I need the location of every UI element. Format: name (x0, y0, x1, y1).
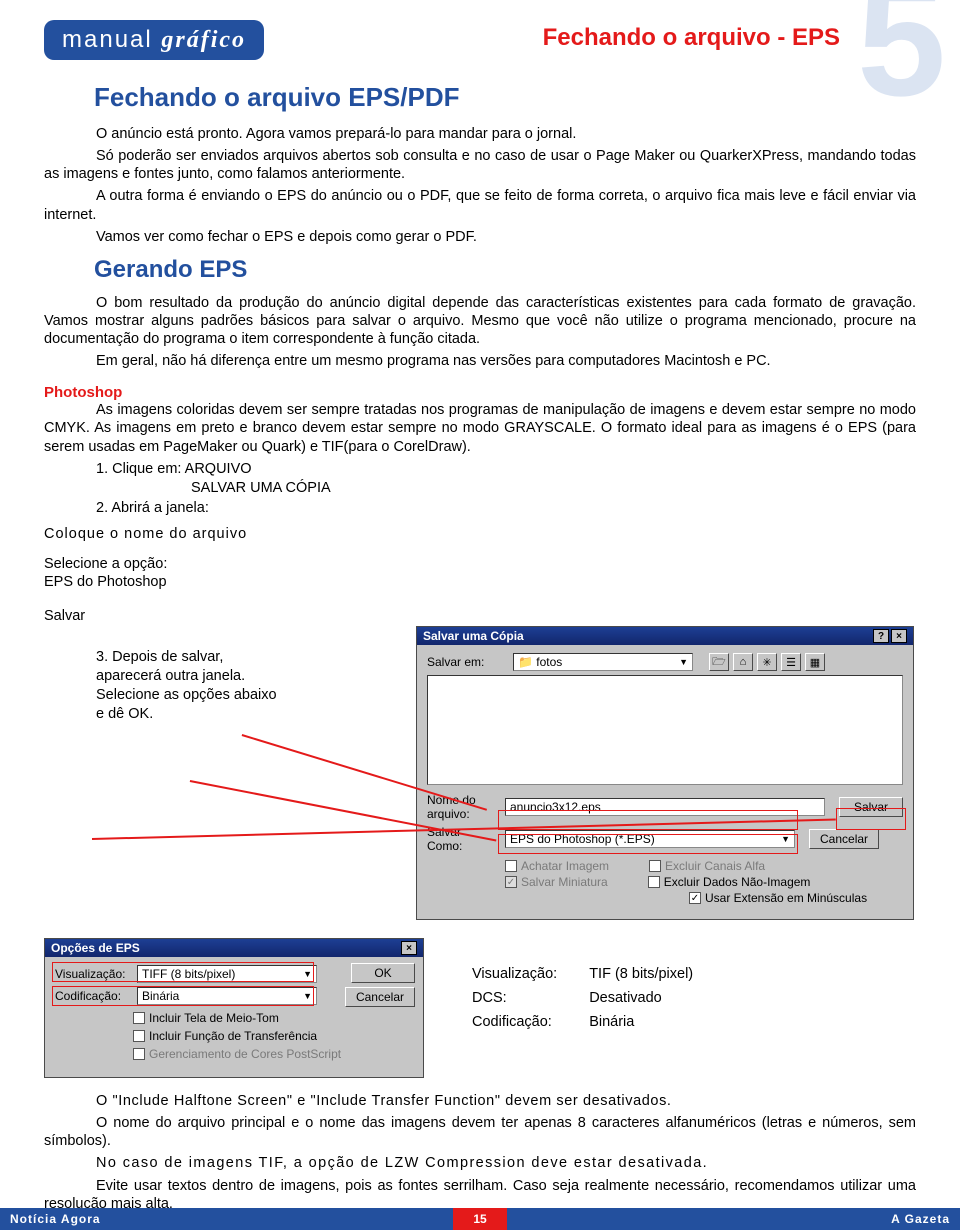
desktop-icon[interactable]: ⌂ (733, 653, 753, 671)
intro-p1: O anúncio está pronto. Agora vamos prepa… (44, 125, 916, 143)
up-folder-icon[interactable]: 🗁 (709, 653, 729, 671)
brand-part1: manual (62, 26, 153, 53)
intro-p4: Vamos ver como fechar o EPS e depois com… (44, 228, 916, 246)
chk-canais: Excluir Canais Alfa (649, 859, 765, 873)
sum-r3b: Binária (589, 1012, 723, 1034)
callout-opcao1: Selecione a opção: (44, 556, 916, 572)
vis-select[interactable]: TIFF (8 bits/pixel)▼ (137, 965, 317, 983)
summary-table: Visualização:TIF (8 bits/pixel) DCS:Desa… (470, 962, 725, 1035)
dialog2-title: Opções de EPS (51, 941, 140, 955)
filename-input[interactable] (505, 798, 825, 816)
cancel-button-2[interactable]: Cancelar (345, 987, 415, 1007)
callout-nome: Coloque o nome do arquivo (44, 526, 916, 542)
footer-right: A Gazeta (507, 1208, 960, 1230)
sum-r2a: DCS: (472, 988, 587, 1010)
gerando-p2: Em geral, não há diferença entre um mesm… (44, 352, 916, 370)
eps-options-dialog: Opções de EPS × Visualização: TIFF (8 bi… (44, 938, 424, 1078)
intro-p2: Só poderão ser enviados arquivos abertos… (44, 147, 916, 183)
lbl-salvar-em: Salvar em: (427, 655, 507, 669)
ok-button[interactable]: OK (351, 963, 415, 983)
close-p2: O nome do arquivo principal e o nome das… (44, 1114, 916, 1150)
top-title: Fechando o arquivo - EPS (543, 24, 840, 52)
brand-part2: gráfico (161, 27, 246, 53)
dialog1-title: Salvar uma Cópia (423, 629, 524, 643)
cancel-button[interactable]: Cancelar (809, 829, 879, 849)
brand-badge: manual gráfico (44, 20, 264, 60)
chk-meio-tom[interactable]: Incluir Tela de Meio-Tom (133, 1011, 413, 1025)
cod-select[interactable]: Binária▼ (137, 987, 317, 1005)
save-copy-dialog: Salvar uma Cópia ? × Salvar em: 📁 fotos … (416, 626, 914, 920)
sum-r1b: TIF (8 bits/pixel) (589, 964, 723, 986)
callout-salvar: Salvar (44, 608, 916, 624)
chk-achatar: Achatar Imagem (505, 859, 609, 873)
chk-dados[interactable]: Excluir Dados Não-Imagem (648, 875, 811, 889)
close-p3: No caso de imagens TIF, a opção de LZW C… (44, 1154, 916, 1172)
page-title: Fechando o arquivo EPS/PDF (94, 82, 916, 113)
new-folder-icon[interactable]: ✳ (757, 653, 777, 671)
footer-page-number: 15 (453, 1208, 507, 1230)
dialog2-titlebar: Opções de EPS × (45, 939, 423, 957)
format-value: EPS do Photoshop (*.EPS) (510, 832, 655, 846)
gerando-p1: O bom resultado da produção do anúncio d… (44, 294, 916, 348)
step-1b: SALVAR UMA CÓPIA (191, 479, 916, 499)
step-2: 2. Abrirá a janela: (96, 499, 916, 519)
chk-transfer[interactable]: Incluir Função de Transferência (133, 1029, 413, 1043)
sum-r2b: Desativado (589, 988, 723, 1010)
lbl-visualizacao: Visualização: (55, 967, 131, 981)
help-icon[interactable]: ? (873, 629, 889, 643)
photoshop-p1: As imagens coloridas devem ser sempre tr… (44, 401, 916, 455)
file-list[interactable] (427, 675, 903, 785)
intro-p3: A outra forma é enviando o EPS do anúnci… (44, 187, 916, 223)
format-select[interactable]: EPS do Photoshop (*.EPS) ▼ (505, 830, 795, 848)
close-icon[interactable]: × (891, 629, 907, 643)
step-1a: 1. Clique em: ARQUIVO (96, 460, 916, 480)
footer-left: Notícia Agora (0, 1208, 453, 1230)
lbl-codificacao: Codificação: (55, 989, 131, 1003)
lbl-salvar-como: Salvar Como: (427, 825, 499, 853)
chk-postscript: Gerenciamento de Cores PostScript (133, 1047, 413, 1061)
subheading-gerando: Gerando EPS (94, 256, 916, 284)
close-icon-2[interactable]: × (401, 941, 417, 955)
dialog1-titlebar: Salvar uma Cópia ? × (417, 627, 913, 645)
sum-r3a: Codificação: (472, 1012, 587, 1034)
list-view-icon[interactable]: ☰ (781, 653, 801, 671)
callout-opcao2: EPS do Photoshop (44, 574, 916, 590)
lbl-nome: Nome do arquivo: (427, 793, 499, 821)
close-p1: O "Include Halftone Screen" e "Include T… (44, 1092, 916, 1110)
save-button[interactable]: Salvar (839, 797, 903, 817)
chk-miniatura: ✓Salvar Miniatura (505, 875, 608, 889)
detail-view-icon[interactable]: ▦ (805, 653, 825, 671)
folder-select[interactable]: 📁 fotos ▼ (513, 653, 693, 671)
folder-name: fotos (536, 655, 562, 669)
photoshop-heading: Photoshop (44, 384, 916, 401)
sum-r1a: Visualização: (472, 964, 587, 986)
cod-value: Binária (142, 989, 179, 1003)
page-footer: Notícia Agora 15 A Gazeta (0, 1208, 960, 1230)
chk-minusc[interactable]: ✓Usar Extensão em Minúsculas (689, 891, 867, 905)
vis-value: TIFF (8 bits/pixel) (142, 967, 235, 981)
